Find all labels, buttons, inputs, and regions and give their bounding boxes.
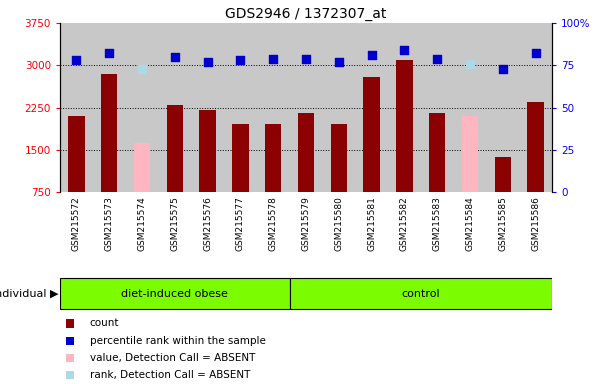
Point <box>268 55 278 61</box>
Bar <box>396 60 413 192</box>
Bar <box>265 124 281 192</box>
Point <box>465 61 475 67</box>
Bar <box>232 124 248 192</box>
Point <box>400 47 409 53</box>
Text: individual ▶: individual ▶ <box>0 289 58 299</box>
Bar <box>199 110 216 192</box>
Bar <box>364 76 380 192</box>
Text: GSM215586: GSM215586 <box>531 196 540 251</box>
Bar <box>527 102 544 192</box>
Text: percentile rank within the sample: percentile rank within the sample <box>89 336 265 346</box>
Point <box>104 50 114 56</box>
Bar <box>68 116 85 192</box>
Text: GSM215575: GSM215575 <box>170 196 179 251</box>
Text: count: count <box>89 318 119 328</box>
Point <box>301 55 311 61</box>
Bar <box>331 124 347 192</box>
Point <box>170 54 179 60</box>
Bar <box>167 105 183 192</box>
Bar <box>101 74 118 192</box>
Point <box>236 57 245 63</box>
Bar <box>290 278 552 310</box>
Text: diet-induced obese: diet-induced obese <box>121 289 228 299</box>
Bar <box>429 113 445 192</box>
Text: GSM215583: GSM215583 <box>433 196 442 251</box>
Bar <box>134 143 150 192</box>
Point <box>391 141 400 147</box>
Point <box>203 59 212 65</box>
Text: GSM215580: GSM215580 <box>334 196 343 251</box>
Point <box>71 57 81 63</box>
Point <box>498 66 508 72</box>
Text: rank, Detection Call = ABSENT: rank, Detection Call = ABSENT <box>89 370 250 380</box>
Text: GSM215581: GSM215581 <box>367 196 376 251</box>
Point <box>433 55 442 61</box>
Text: GSM215577: GSM215577 <box>236 196 245 251</box>
Point <box>391 298 400 305</box>
Text: GSM215585: GSM215585 <box>498 196 508 251</box>
Point <box>334 59 344 65</box>
Text: GSM215584: GSM215584 <box>466 196 475 251</box>
Point <box>531 50 541 56</box>
Title: GDS2946 / 1372307_at: GDS2946 / 1372307_at <box>226 7 386 21</box>
Text: GSM215582: GSM215582 <box>400 196 409 251</box>
Point <box>367 52 376 58</box>
Bar <box>462 116 478 192</box>
Text: GSM215579: GSM215579 <box>302 196 311 251</box>
Bar <box>494 157 511 192</box>
Text: GSM215572: GSM215572 <box>72 196 81 251</box>
Text: GSM215576: GSM215576 <box>203 196 212 251</box>
Text: GSM215578: GSM215578 <box>269 196 278 251</box>
Bar <box>298 113 314 192</box>
Bar <box>60 278 290 310</box>
Text: GSM215574: GSM215574 <box>137 196 146 251</box>
Text: value, Detection Call = ABSENT: value, Detection Call = ABSENT <box>89 353 255 363</box>
Point <box>137 66 147 72</box>
Text: GSM215573: GSM215573 <box>105 196 114 251</box>
Text: control: control <box>401 289 440 299</box>
